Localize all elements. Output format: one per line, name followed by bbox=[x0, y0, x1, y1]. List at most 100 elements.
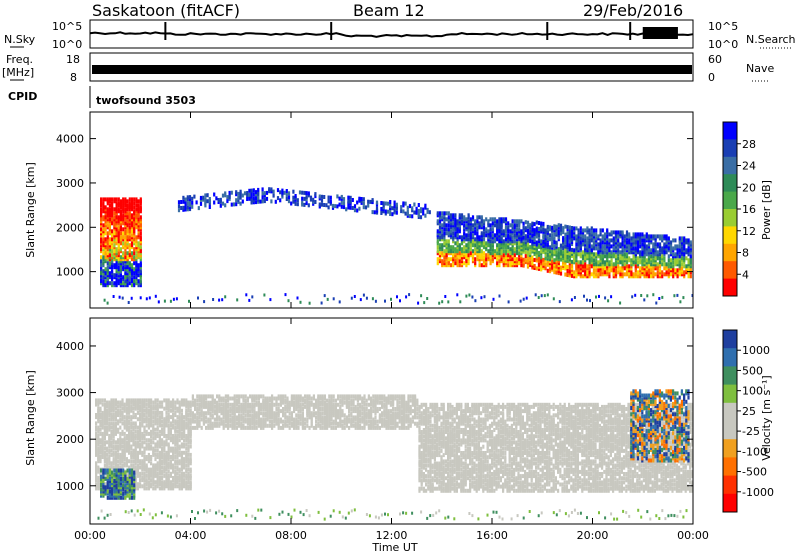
echo-cell bbox=[454, 231, 457, 236]
echo-cell bbox=[511, 223, 514, 228]
echo-cell bbox=[200, 413, 203, 418]
echo-cell bbox=[187, 463, 190, 468]
echo-cell bbox=[178, 400, 181, 405]
echo-cell bbox=[264, 402, 267, 407]
echo-cell bbox=[172, 415, 175, 420]
echo-cell bbox=[260, 411, 263, 416]
echo-cell bbox=[143, 476, 146, 480]
echo-cell bbox=[310, 400, 313, 405]
echo-cell bbox=[438, 235, 442, 240]
echo-cell bbox=[233, 423, 236, 428]
echo-cell bbox=[130, 400, 133, 405]
echo-cell bbox=[632, 272, 635, 277]
echo-cell bbox=[110, 452, 113, 457]
echo-cell bbox=[288, 411, 291, 416]
echo-cell bbox=[507, 249, 510, 254]
echo-cell bbox=[243, 191, 247, 196]
echo-cell bbox=[112, 406, 115, 411]
colorbar-swatch bbox=[723, 122, 737, 140]
echo-cell bbox=[672, 238, 675, 243]
echo-cell bbox=[257, 396, 260, 401]
echo-cell bbox=[652, 270, 655, 275]
echo-cell bbox=[185, 415, 188, 420]
echo-cell bbox=[375, 200, 379, 205]
echo-cell bbox=[249, 394, 252, 399]
echo-cell bbox=[128, 398, 131, 403]
echo-cell bbox=[117, 459, 120, 464]
echo-cell bbox=[566, 225, 569, 230]
echo-cell bbox=[194, 404, 197, 409]
echo-cell bbox=[165, 440, 168, 445]
echo-cell bbox=[161, 461, 164, 466]
echo-cell bbox=[658, 264, 662, 269]
echo-cell bbox=[206, 193, 209, 198]
echo-cell bbox=[161, 455, 164, 459]
echo-cell bbox=[108, 425, 111, 430]
echo-cell bbox=[134, 448, 137, 453]
echo-cell bbox=[216, 394, 219, 399]
echo-cell bbox=[203, 300, 206, 304]
echo-cell bbox=[152, 463, 155, 468]
echo-cell bbox=[240, 415, 243, 420]
echo-cell bbox=[108, 448, 111, 453]
echo-cell bbox=[113, 207, 116, 212]
echo-cell bbox=[242, 417, 245, 422]
echo-cell bbox=[485, 253, 488, 258]
echo-cell bbox=[172, 400, 175, 405]
echo-cell bbox=[123, 457, 126, 462]
echo-cell bbox=[265, 196, 269, 201]
echo-cell bbox=[161, 480, 164, 485]
echo-cell bbox=[606, 234, 609, 239]
echo-cell bbox=[208, 205, 211, 209]
echo-cell bbox=[460, 213, 464, 218]
echo-cell bbox=[610, 230, 613, 235]
echo-cell bbox=[112, 452, 115, 457]
echo-cell bbox=[174, 478, 177, 483]
echo-cell bbox=[218, 398, 221, 403]
echo-cell bbox=[123, 461, 126, 466]
echo-cell bbox=[95, 431, 98, 436]
echo-cell bbox=[150, 438, 153, 443]
echo-cell bbox=[619, 242, 622, 247]
echo-cell bbox=[246, 419, 249, 424]
echo-cell bbox=[156, 463, 159, 468]
echo-cell bbox=[143, 484, 146, 489]
echo-cell bbox=[119, 413, 122, 417]
echo-cell bbox=[97, 446, 100, 451]
echo-cell bbox=[136, 398, 139, 403]
echo-cell bbox=[441, 215, 444, 220]
echo-cell bbox=[150, 417, 153, 422]
echo-cell bbox=[601, 244, 604, 249]
echo-cell bbox=[130, 213, 134, 218]
echo-cell bbox=[564, 266, 567, 271]
echo-cell bbox=[121, 296, 124, 300]
echo-cell bbox=[202, 411, 205, 416]
echo-cell bbox=[156, 452, 159, 457]
echo-cell bbox=[209, 400, 212, 405]
echo-cell bbox=[529, 251, 532, 256]
echo-cell bbox=[211, 425, 214, 430]
echo-cell bbox=[143, 427, 146, 432]
echo-cell bbox=[136, 436, 139, 441]
echo-cell bbox=[99, 419, 102, 424]
echo-cell bbox=[124, 221, 127, 226]
echo-cell bbox=[158, 467, 161, 472]
echo-cell bbox=[135, 281, 138, 286]
echo-cell bbox=[169, 448, 172, 453]
echo-cell bbox=[255, 411, 258, 416]
echo-cell bbox=[645, 258, 648, 263]
echo-cell bbox=[158, 469, 161, 474]
echo-cell bbox=[123, 419, 126, 424]
echo-cell bbox=[680, 246, 684, 251]
echo-cell bbox=[640, 294, 643, 297]
echo-cell bbox=[467, 237, 470, 242]
echo-cell bbox=[180, 452, 183, 457]
echo-cell bbox=[117, 429, 120, 434]
echo-cell bbox=[468, 293, 471, 297]
y-tick-label: 1000 bbox=[56, 266, 84, 279]
echo-cell bbox=[312, 197, 315, 202]
echo-cell bbox=[676, 244, 679, 249]
echo-cell bbox=[469, 253, 472, 258]
echo-cell bbox=[504, 225, 508, 230]
echo-cell bbox=[132, 455, 135, 459]
